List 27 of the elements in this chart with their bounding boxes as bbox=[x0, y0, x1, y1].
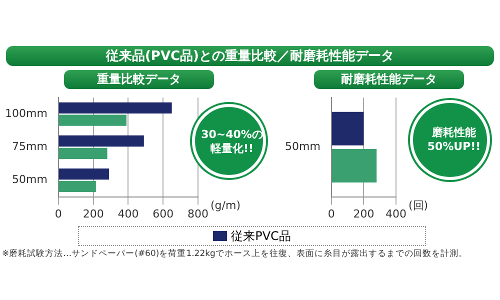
y-tick-label: 50mm bbox=[284, 140, 320, 154]
y-tick-label: 100mm bbox=[4, 106, 48, 120]
y-tick-label: 75mm bbox=[12, 140, 48, 154]
text: 磨耗性能50%UP!! bbox=[426, 126, 482, 155]
x-tick-label: 400 bbox=[118, 207, 139, 220]
bar bbox=[58, 168, 110, 180]
chart-title: 耐磨耗性能データ bbox=[314, 70, 464, 89]
x-axis-title: (回) bbox=[408, 199, 428, 212]
x-tick-label: 200 bbox=[82, 207, 104, 220]
y-tick-label: 50mm bbox=[12, 173, 48, 186]
chart-subtitle: 重量比較データ bbox=[64, 70, 214, 89]
bar bbox=[58, 102, 172, 114]
x-tick-label: 200 bbox=[353, 207, 374, 220]
x-tick-label: 0 bbox=[328, 207, 335, 220]
x-axis-title: (g/m) bbox=[210, 199, 240, 212]
x-tick-label: 800 bbox=[188, 207, 208, 220]
bar bbox=[58, 180, 96, 192]
text: ※磨耗試験方法…サンドペーパー(#60)を荷重1.22kgでホース上を往復、表面に糸目が露出するまでの回数を計測。 bbox=[2, 248, 468, 260]
text: 30~40%の軽量化!! bbox=[201, 128, 263, 157]
legend-label: 従来PVC品 bbox=[230, 228, 291, 244]
x-tick-label: 400 bbox=[386, 207, 406, 220]
text: 従来品(PVC品)との重量比較／耐磨耗性能データ bbox=[6, 46, 494, 66]
x-tick-label: 600 bbox=[152, 207, 174, 220]
bar bbox=[58, 148, 108, 159]
x-tick-label: 0 bbox=[54, 207, 62, 220]
bar bbox=[58, 135, 144, 147]
bar bbox=[58, 114, 126, 126]
